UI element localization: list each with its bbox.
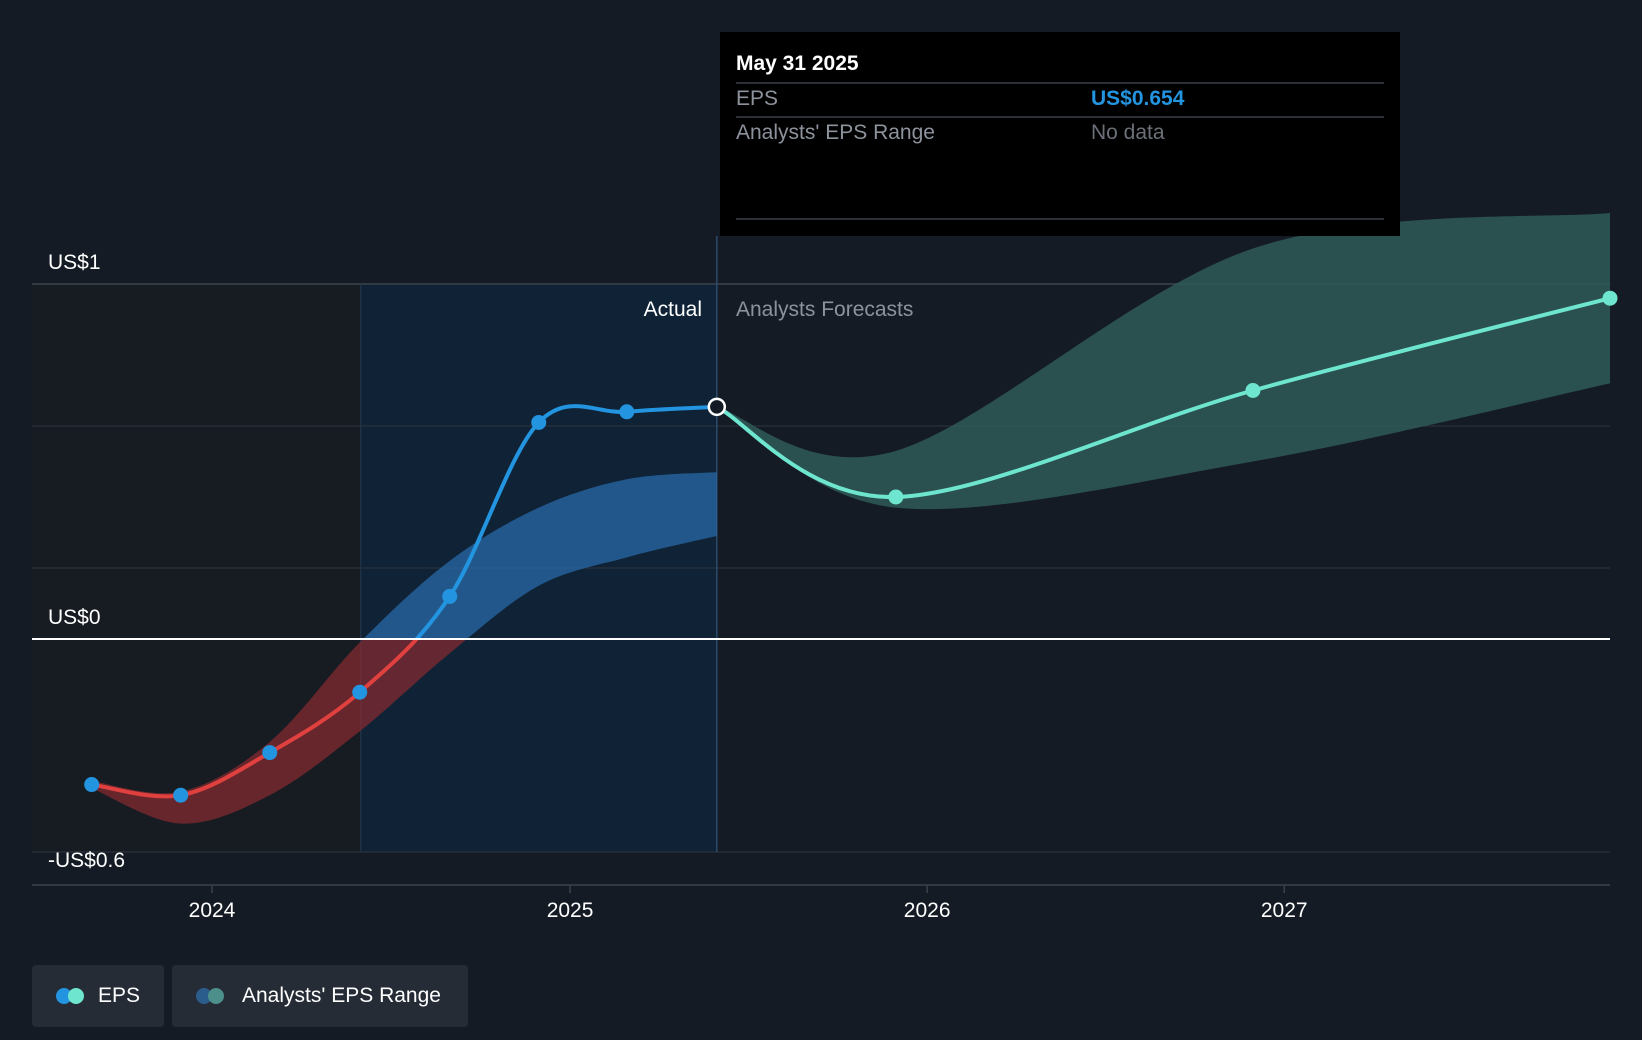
legend-range-label: Analysts' EPS Range xyxy=(242,984,441,1007)
x-tick-label: 2026 xyxy=(904,899,951,922)
actual-label: Actual xyxy=(644,298,702,321)
eps-forecast-point[interactable] xyxy=(1245,383,1261,398)
eps-line-forecast xyxy=(715,296,1611,500)
y-axis-labels: US$1 US$0 -US$0.6 xyxy=(48,251,125,872)
range-dot-forecast xyxy=(208,988,224,1004)
eps-line-negative xyxy=(91,639,420,799)
legend-eps-label: EPS xyxy=(97,984,140,1007)
legend-eps-range[interactable]: Analysts' EPS Range xyxy=(172,965,468,1027)
eps-point[interactable] xyxy=(531,414,547,430)
eps-dot-forecast xyxy=(68,988,84,1004)
eps-point[interactable] xyxy=(262,745,278,761)
tooltip-eps-label: EPS xyxy=(736,87,778,110)
tooltip-range-label: Analysts' EPS Range xyxy=(736,121,935,144)
eps-line-actual xyxy=(413,404,717,639)
eps-legend-icon xyxy=(56,988,84,1004)
eps-points[interactable] xyxy=(84,290,1618,803)
eps-point[interactable] xyxy=(619,404,635,420)
eps-forecast-point[interactable] xyxy=(1602,290,1618,306)
y-tick-label: US$1 xyxy=(48,251,101,274)
eps-forecast-point[interactable] xyxy=(888,489,904,505)
tooltip-range-value: No data xyxy=(1091,121,1165,144)
legend-eps[interactable]: EPS xyxy=(32,965,164,1027)
x-axis: 2024 2025 2026 2027 xyxy=(32,884,1610,922)
x-tick-label: 2024 xyxy=(189,899,236,922)
x-tick-label: 2027 xyxy=(1261,899,1308,922)
tooltip-eps-value: US$0.654 xyxy=(1091,87,1185,110)
eps-point[interactable] xyxy=(442,588,458,604)
range-legend-icon xyxy=(196,988,226,1004)
forecast-label: Analysts Forecasts xyxy=(736,298,913,321)
y-tick-label: -US$0.6 xyxy=(48,849,125,872)
x-tick-label: 2025 xyxy=(547,899,594,922)
tooltip-date: May 31 2025 xyxy=(736,52,859,75)
eps-point[interactable] xyxy=(84,777,100,793)
eps-point[interactable] xyxy=(173,787,189,803)
tooltip: May 31 2025 EPS US$0.654 Analysts' EPS R… xyxy=(720,32,1400,236)
range-band-negative xyxy=(91,639,467,824)
range-band-forecast xyxy=(716,213,1610,510)
eps-point[interactable] xyxy=(352,684,368,700)
eps-lines xyxy=(32,296,1611,799)
y-tick-label: US$0 xyxy=(48,606,101,629)
tooltip-background xyxy=(720,32,1400,236)
eps-point-selected[interactable] xyxy=(707,397,727,417)
